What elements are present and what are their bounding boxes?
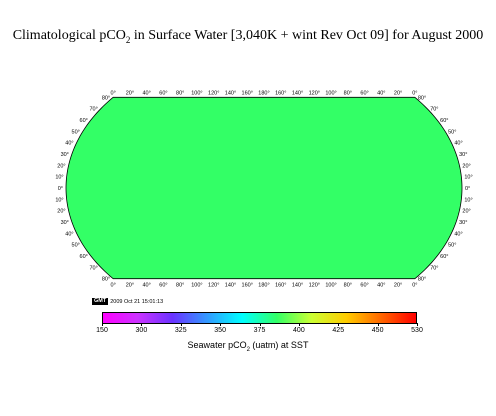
world-map: 0° 0° 20° 20° 40° 40° 60° 60° 80° 80° 100° 100° 120°…	[55, 90, 472, 289]
lon-label-top: 180°	[258, 90, 269, 96]
colorbar-tick-label: 450	[371, 327, 384, 334]
lat-label-left: 70°	[89, 265, 97, 271]
lat-label-left: 20°	[57, 163, 65, 169]
lat-label-right: 60°	[440, 118, 448, 124]
colorbar-tick-label: 400	[293, 327, 305, 334]
lat-label-left: 50°	[72, 129, 80, 135]
lat-label-left: 70°	[89, 107, 97, 113]
lon-label-bottom: 180°	[258, 283, 269, 289]
lon-label-top: 160°	[275, 90, 286, 96]
lat-label-right: 20°	[462, 209, 470, 215]
timestamp-text: 2009 Oct 21 15:01:13	[110, 298, 164, 305]
lon-label-bottom: 20°	[394, 283, 402, 289]
lon-label-bottom: 160°	[275, 283, 286, 289]
lon-label-bottom: 20°	[126, 283, 134, 289]
lon-label-bottom: 140°	[225, 283, 236, 289]
lon-label-bottom: 0°	[111, 283, 116, 289]
ocean-background	[66, 97, 462, 279]
colorbar-tick-label: 300	[135, 327, 148, 334]
map-title: Climatological pCO2 in Surface Water [3,…	[12, 28, 484, 45]
lat-label-left: 0°	[58, 186, 63, 192]
lon-label-top: 40°	[143, 90, 151, 96]
lat-label-left: 40°	[65, 231, 73, 237]
colorbar-tick-label: 375	[253, 327, 266, 334]
lat-label-right: 40°	[454, 141, 462, 147]
lat-label-right: 10°	[464, 197, 472, 203]
lon-label-top: 100°	[191, 90, 202, 96]
lon-label-bottom: 40°	[377, 283, 385, 289]
lon-label-bottom: 120°	[309, 283, 320, 289]
lon-label-top: 120°	[208, 90, 219, 96]
lat-label-right: 10°	[464, 175, 472, 181]
lon-label-bottom: 100°	[325, 283, 336, 289]
lon-label-top: 80°	[176, 90, 184, 96]
colorbar-label: Seawater pCO2 (uatm) at SST	[187, 340, 309, 353]
lat-label-left: 40°	[65, 141, 73, 147]
lon-label-bottom: 140°	[292, 283, 303, 289]
lon-label-top: 60°	[360, 90, 368, 96]
lat-label-left: 10°	[55, 175, 63, 181]
lat-label-right: 50°	[448, 243, 456, 249]
lat-label-left: 30°	[61, 152, 69, 158]
gmt-timestamp: GMT 2009 Oct 21 15:01:13	[92, 298, 163, 305]
lon-label-top: 100°	[325, 90, 336, 96]
colorbar-tick-label: 350	[214, 327, 226, 334]
lon-label-bottom: 80°	[176, 283, 184, 289]
lon-label-top: 160°	[242, 90, 253, 96]
lon-label-top: 40°	[377, 90, 385, 96]
lon-label-bottom: 60°	[360, 283, 368, 289]
gmt-logo: GMT	[92, 298, 109, 305]
lat-label-left: 30°	[61, 220, 69, 226]
lat-label-right: 40°	[454, 231, 462, 237]
lon-label-top: 140°	[225, 90, 236, 96]
lat-label-left: 60°	[80, 254, 88, 260]
lat-label-left: 20°	[57, 209, 65, 215]
colorbar-tick-label: 530	[411, 327, 423, 334]
lon-label-top: 120°	[309, 90, 320, 96]
lon-label-top: 20°	[126, 90, 134, 96]
lon-label-top: 140°	[292, 90, 303, 96]
map-frame	[65, 96, 463, 280]
lat-label-right: 50°	[448, 129, 456, 135]
lat-label-right: 70°	[430, 107, 438, 113]
colorbar-tick-label: 325	[174, 327, 187, 334]
lat-label-right: 30°	[459, 220, 467, 226]
lon-label-bottom: 0°	[412, 283, 417, 289]
lat-label-left: 80°	[102, 95, 110, 101]
lon-label-bottom: 60°	[159, 283, 167, 289]
lon-label-top: 60°	[159, 90, 167, 96]
lon-label-top: 20°	[394, 90, 402, 96]
lat-label-right: 80°	[418, 95, 426, 101]
colorbar-tick-label: 425	[332, 327, 345, 334]
lat-label-right: 30°	[459, 152, 467, 158]
lon-label-top: 0°	[111, 90, 116, 96]
lon-label-bottom: 40°	[143, 283, 151, 289]
lon-label-top: 80°	[344, 90, 352, 96]
lon-label-bottom: 100°	[191, 283, 202, 289]
lon-label-top: 0°	[412, 90, 417, 96]
lat-label-left: 60°	[80, 118, 88, 124]
lat-label-right: 60°	[440, 254, 448, 260]
colorbar-tick-label: 150	[96, 327, 108, 334]
lat-label-right: 0°	[465, 186, 470, 192]
lat-label-right: 70°	[430, 265, 438, 271]
lat-label-left: 50°	[72, 243, 80, 249]
lon-label-bottom: 160°	[242, 283, 253, 289]
lon-label-bottom: 120°	[208, 283, 219, 289]
colorbar-ticks: 150 300 325 350 375 400 425 450 530	[96, 323, 423, 337]
lon-label-bottom: 80°	[344, 283, 352, 289]
lat-label-left: 80°	[102, 277, 110, 283]
lat-label-left: 10°	[55, 197, 63, 203]
lat-label-right: 80°	[418, 277, 426, 283]
lat-label-right: 20°	[462, 163, 470, 169]
